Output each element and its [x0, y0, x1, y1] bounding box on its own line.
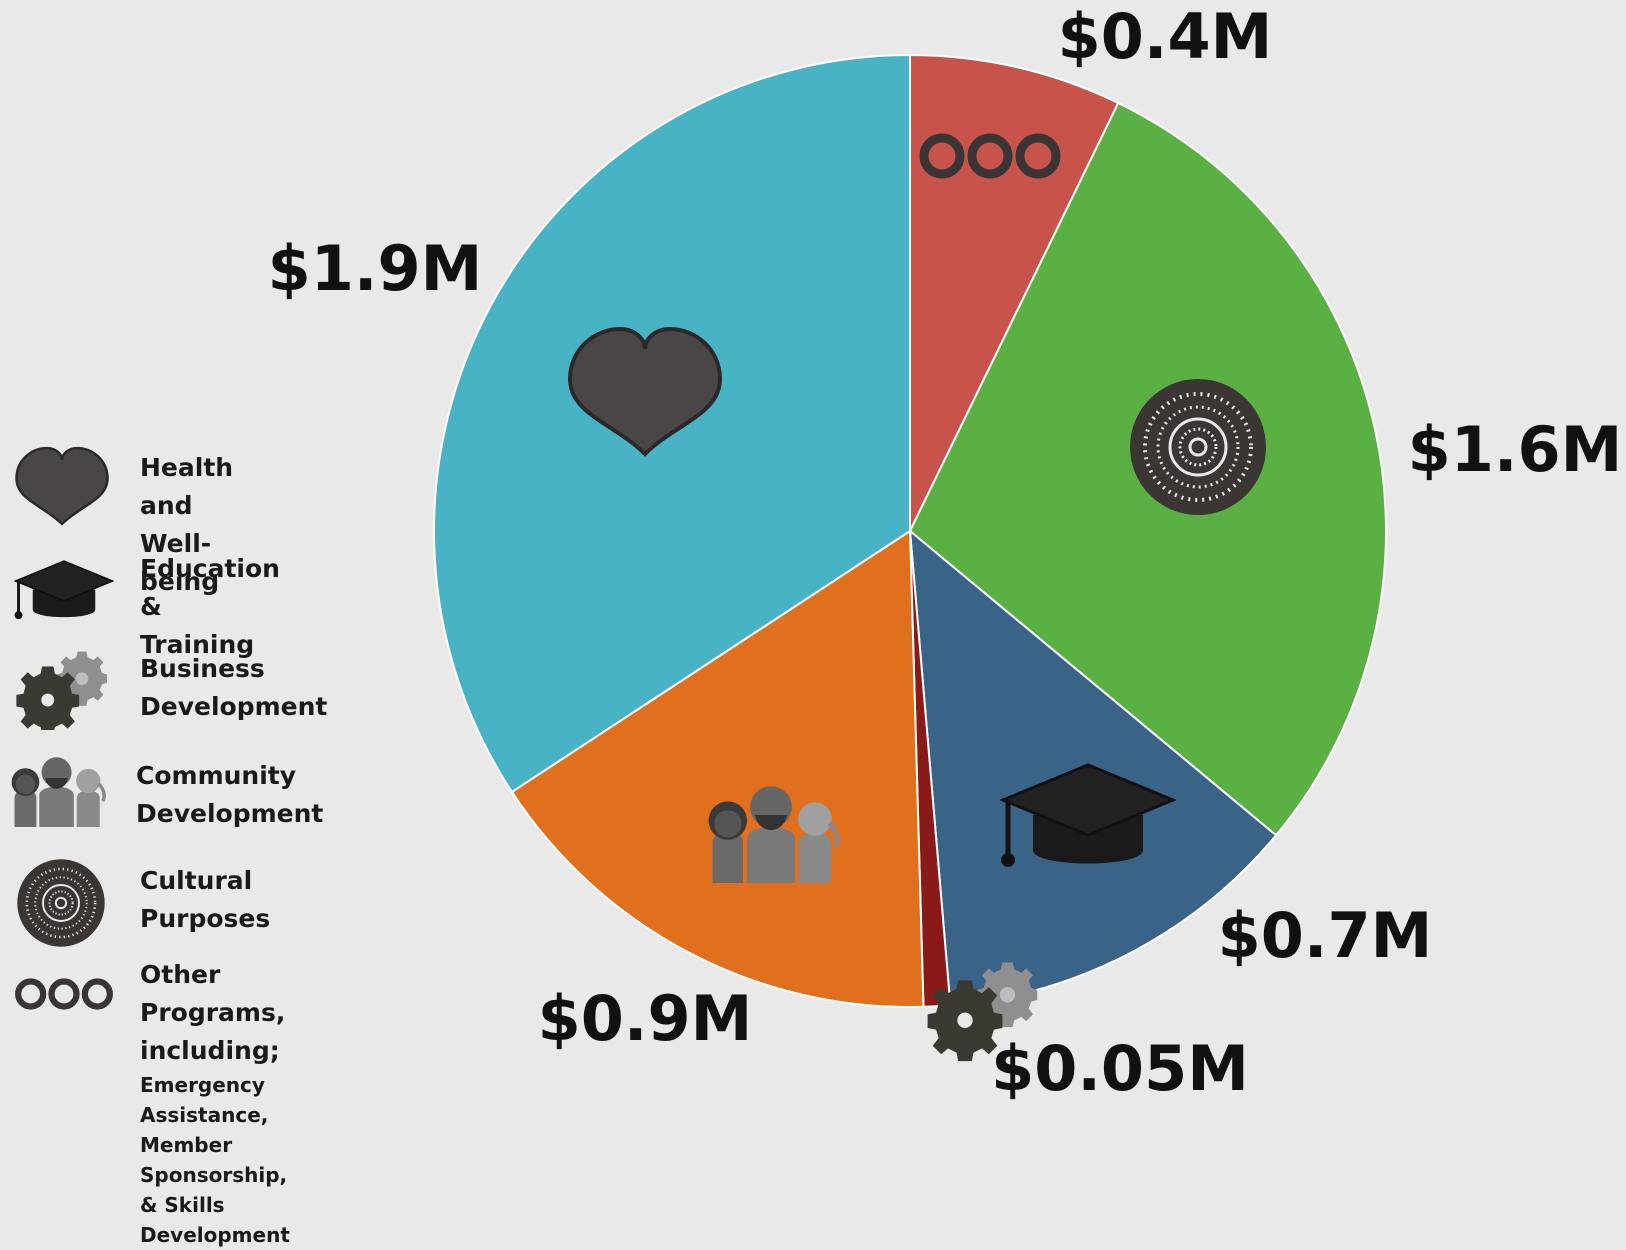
- three-rings-icon: [14, 972, 114, 1016]
- slice-value-label: $0.9M: [538, 982, 753, 1055]
- dot-circle-icon: [1128, 377, 1268, 517]
- legend-label: Cultural Purposes: [140, 866, 271, 933]
- heart-icon: [15, 446, 109, 526]
- slice-value-labels: $0.4M $1.6M $0.7M $0.05M $0.9M $1.9M: [268, 0, 1623, 1105]
- gears-icon: [16, 651, 107, 730]
- slice-value-label: $0.05M: [991, 1032, 1249, 1105]
- people-icon: [9, 755, 106, 827]
- legend-label: Community Development: [136, 761, 324, 828]
- slice-value-label: $1.6M: [1408, 413, 1623, 486]
- pie-slice-community-development: [510, 529, 925, 1008]
- pie-slice-other-programs: [909, 53, 1120, 532]
- slice-value-label: $0.7M: [1218, 899, 1433, 972]
- legend-label: Health and Well-being: [140, 453, 234, 596]
- pie-chart: $0.4M $1.6M $0.7M $0.05M $0.9M $1.9M: [268, 0, 1623, 1105]
- legend-label: Other Programs, including; Emergency Ass…: [140, 960, 290, 1247]
- pie-slices: [433, 53, 1387, 1008]
- dot-circle-icon: [16, 858, 106, 948]
- graduation-cap-icon: [13, 559, 114, 621]
- slice-value-label: $0.4M: [1058, 0, 1273, 73]
- legend-label: Education & Training: [140, 554, 280, 659]
- slice-value-label: $1.9M: [268, 232, 483, 305]
- legend-label: Business Development: [140, 654, 328, 721]
